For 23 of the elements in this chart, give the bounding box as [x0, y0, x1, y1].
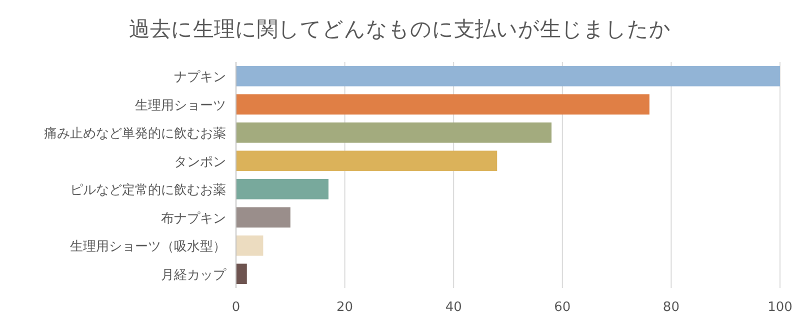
y-tick-label: 生理用ショーツ（吸水型） [70, 240, 226, 255]
bar [236, 178, 328, 200]
bar [236, 207, 290, 228]
chart-title: 過去に生理に関してどんなものに支払いが生じましたか [129, 17, 671, 41]
y-tick-label: 痛み止めなど単発的に飲むお薬 [44, 126, 226, 142]
y-tick-label: 布ナプキン [161, 211, 226, 226]
y-tick-label: タンポン [174, 154, 226, 170]
x-tick-label: 60 [554, 300, 571, 315]
x-tick-label: 40 [445, 300, 462, 315]
y-tick-label: 生理用ショーツ [135, 98, 226, 114]
bar [236, 150, 498, 172]
x-tick-label: 20 [336, 300, 354, 315]
bar [236, 264, 247, 284]
x-tick-label: 0 [232, 300, 240, 315]
bar [236, 66, 780, 86]
bar [236, 235, 264, 256]
x-tick-label: 100 [768, 300, 792, 315]
y-tick-label: 月経カップ [161, 268, 227, 283]
bar [236, 122, 552, 143]
bar [236, 94, 650, 115]
y-tick-label: ピルなど定常的に飲むお薬 [70, 183, 226, 198]
y-tick-label: ナプキン [174, 70, 226, 86]
x-tick-label: 80 [662, 300, 680, 315]
